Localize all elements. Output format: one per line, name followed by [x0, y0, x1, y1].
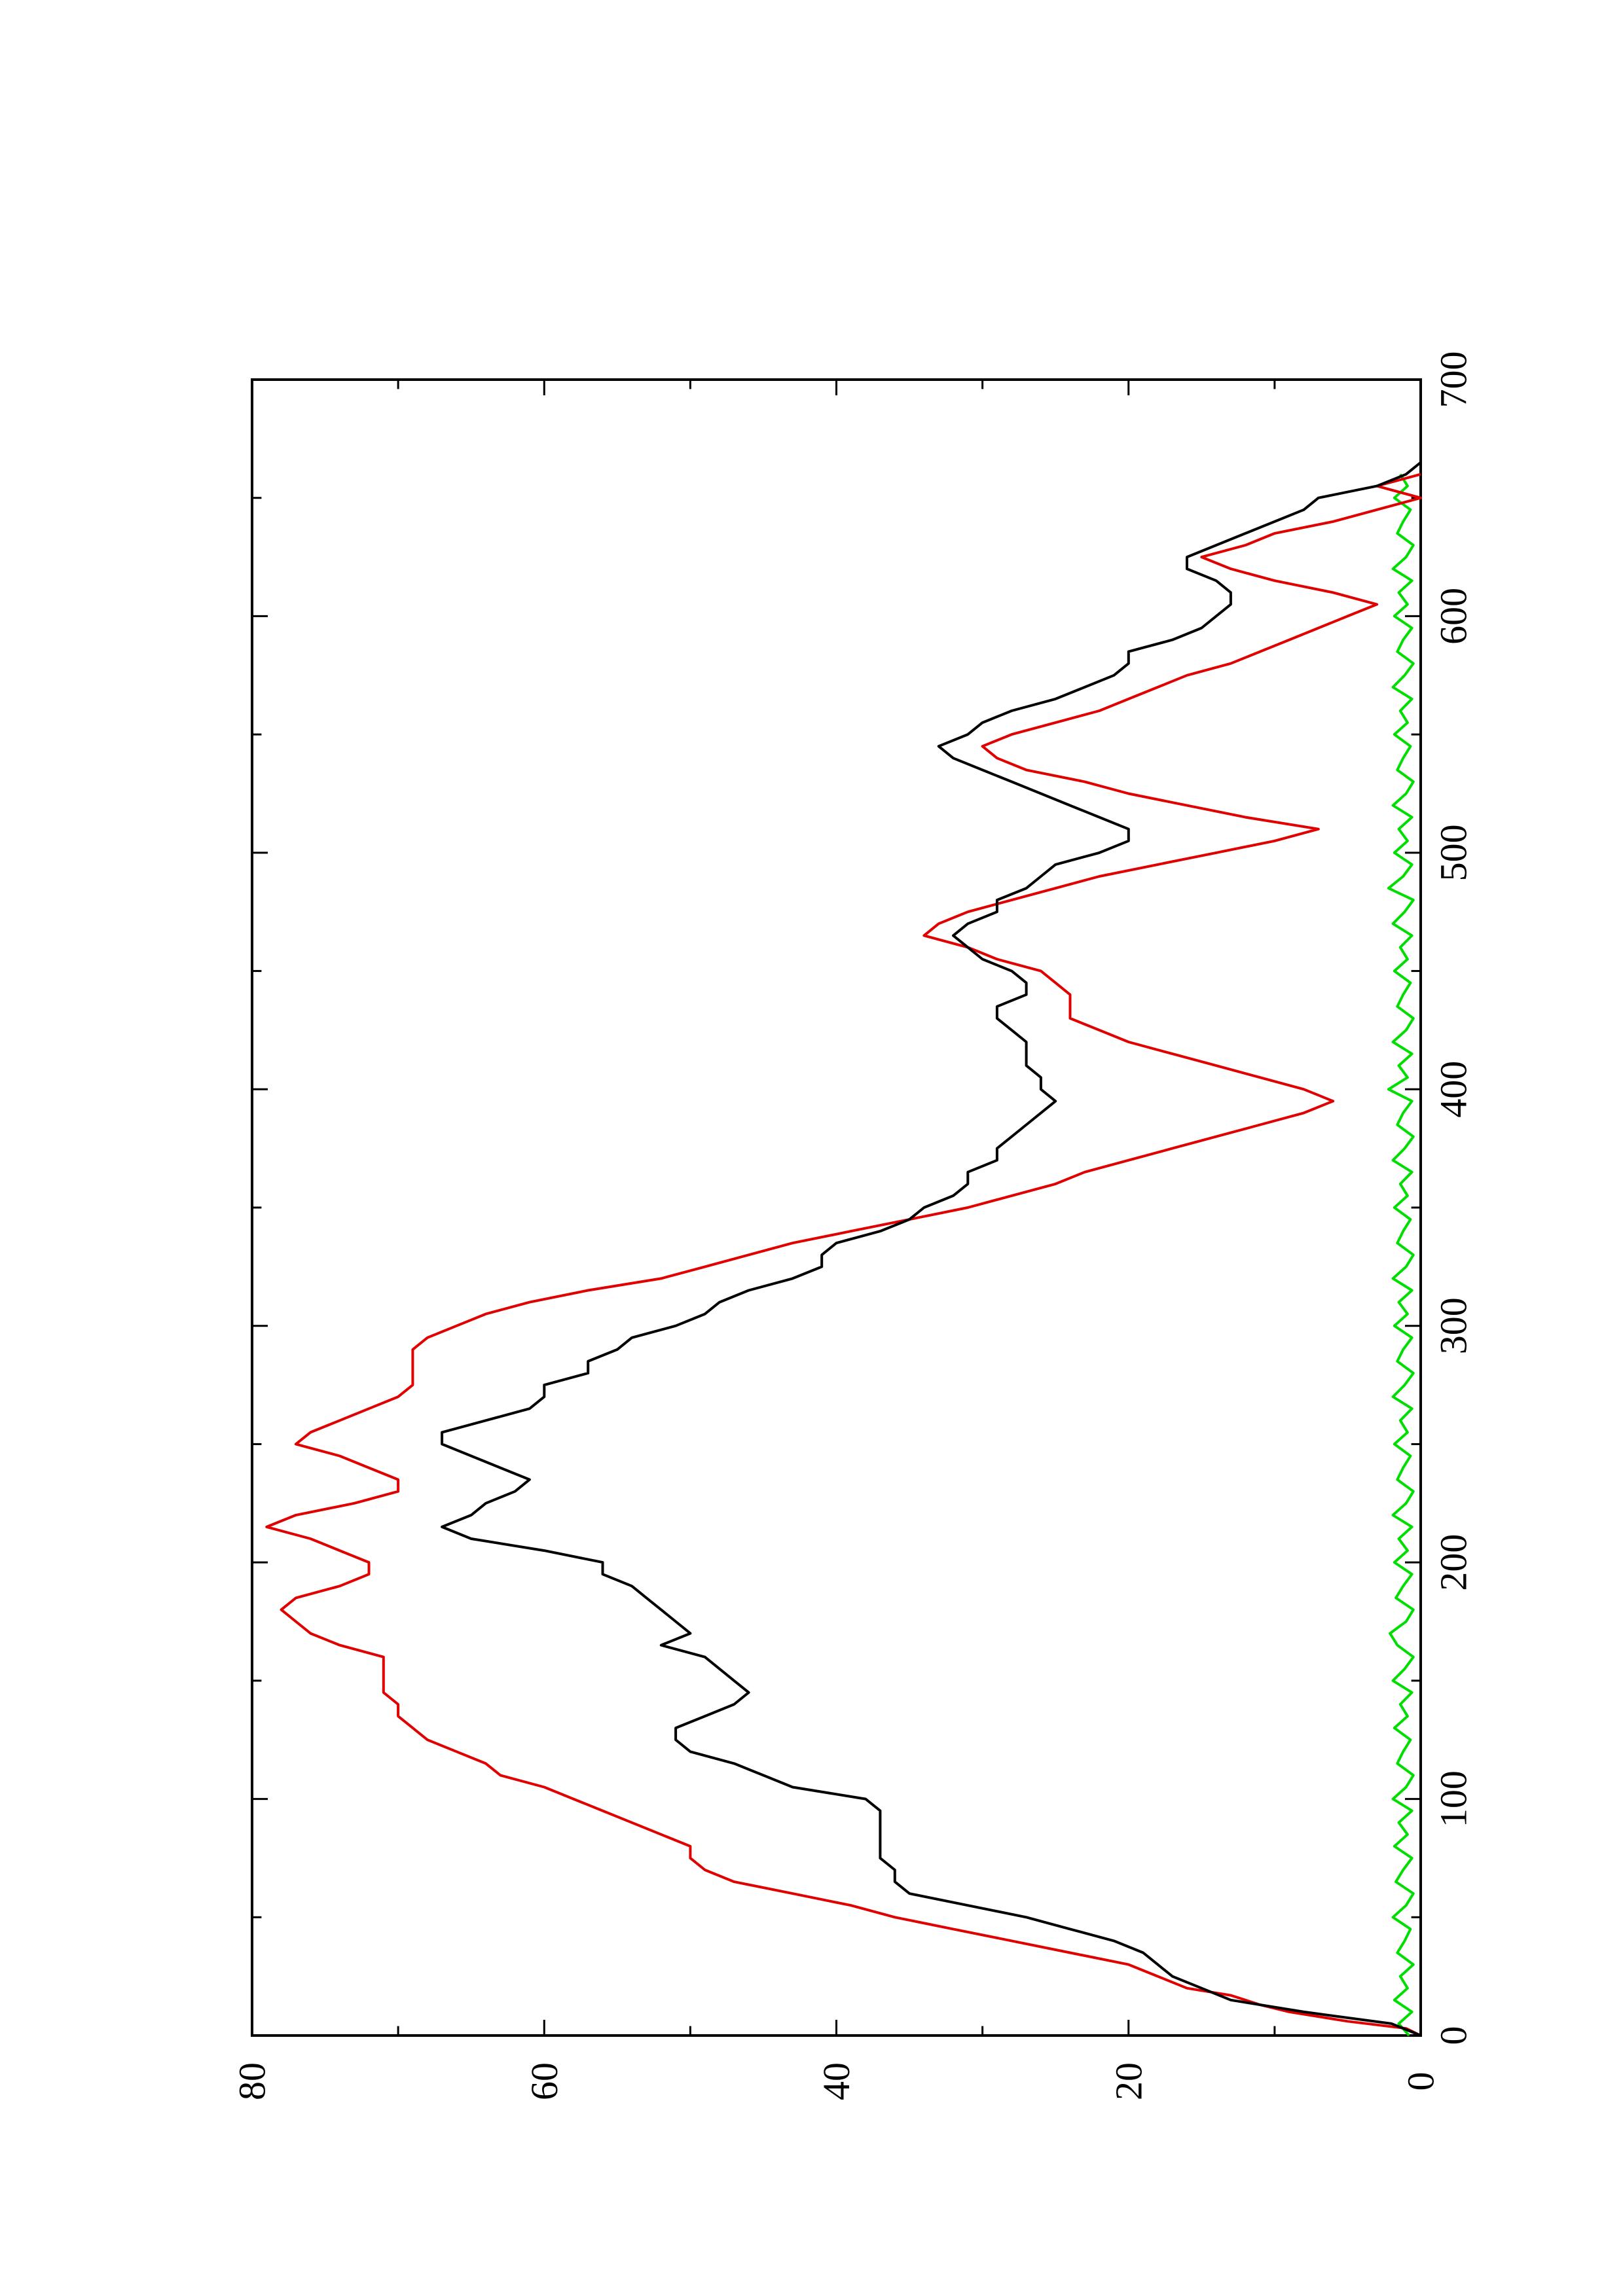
series-group — [265, 461, 1422, 2037]
y-tick-label: 40 — [815, 2062, 858, 2100]
x-tick-label: 400 — [1432, 1061, 1475, 1118]
x-tick-label: 200 — [1432, 1534, 1475, 1591]
y-tick-label: 0 — [1400, 2072, 1442, 2091]
x-tick-label: 0 — [1432, 2026, 1475, 2045]
tick-labels: 0 100 200 300 400 500 600 700 0 20 40 60 80 — [231, 351, 1475, 2101]
x-tick-label: 300 — [1432, 1297, 1475, 1354]
y-tick-label: 80 — [231, 2062, 274, 2100]
series-line-1 — [265, 473, 1422, 2037]
x-tick-label: 600 — [1432, 588, 1475, 645]
x-tick-label: 100 — [1432, 1770, 1475, 1827]
x-tick-label: 700 — [1432, 351, 1475, 408]
y-tick-label: 60 — [523, 2062, 566, 2100]
plot-frame — [251, 378, 1422, 2037]
x-tick-label: 500 — [1432, 824, 1475, 881]
axis-ticks — [251, 378, 1422, 2037]
y-tick-label: 20 — [1107, 2062, 1150, 2100]
series-line-0 — [441, 461, 1422, 2037]
series-line-2 — [1387, 473, 1415, 2037]
